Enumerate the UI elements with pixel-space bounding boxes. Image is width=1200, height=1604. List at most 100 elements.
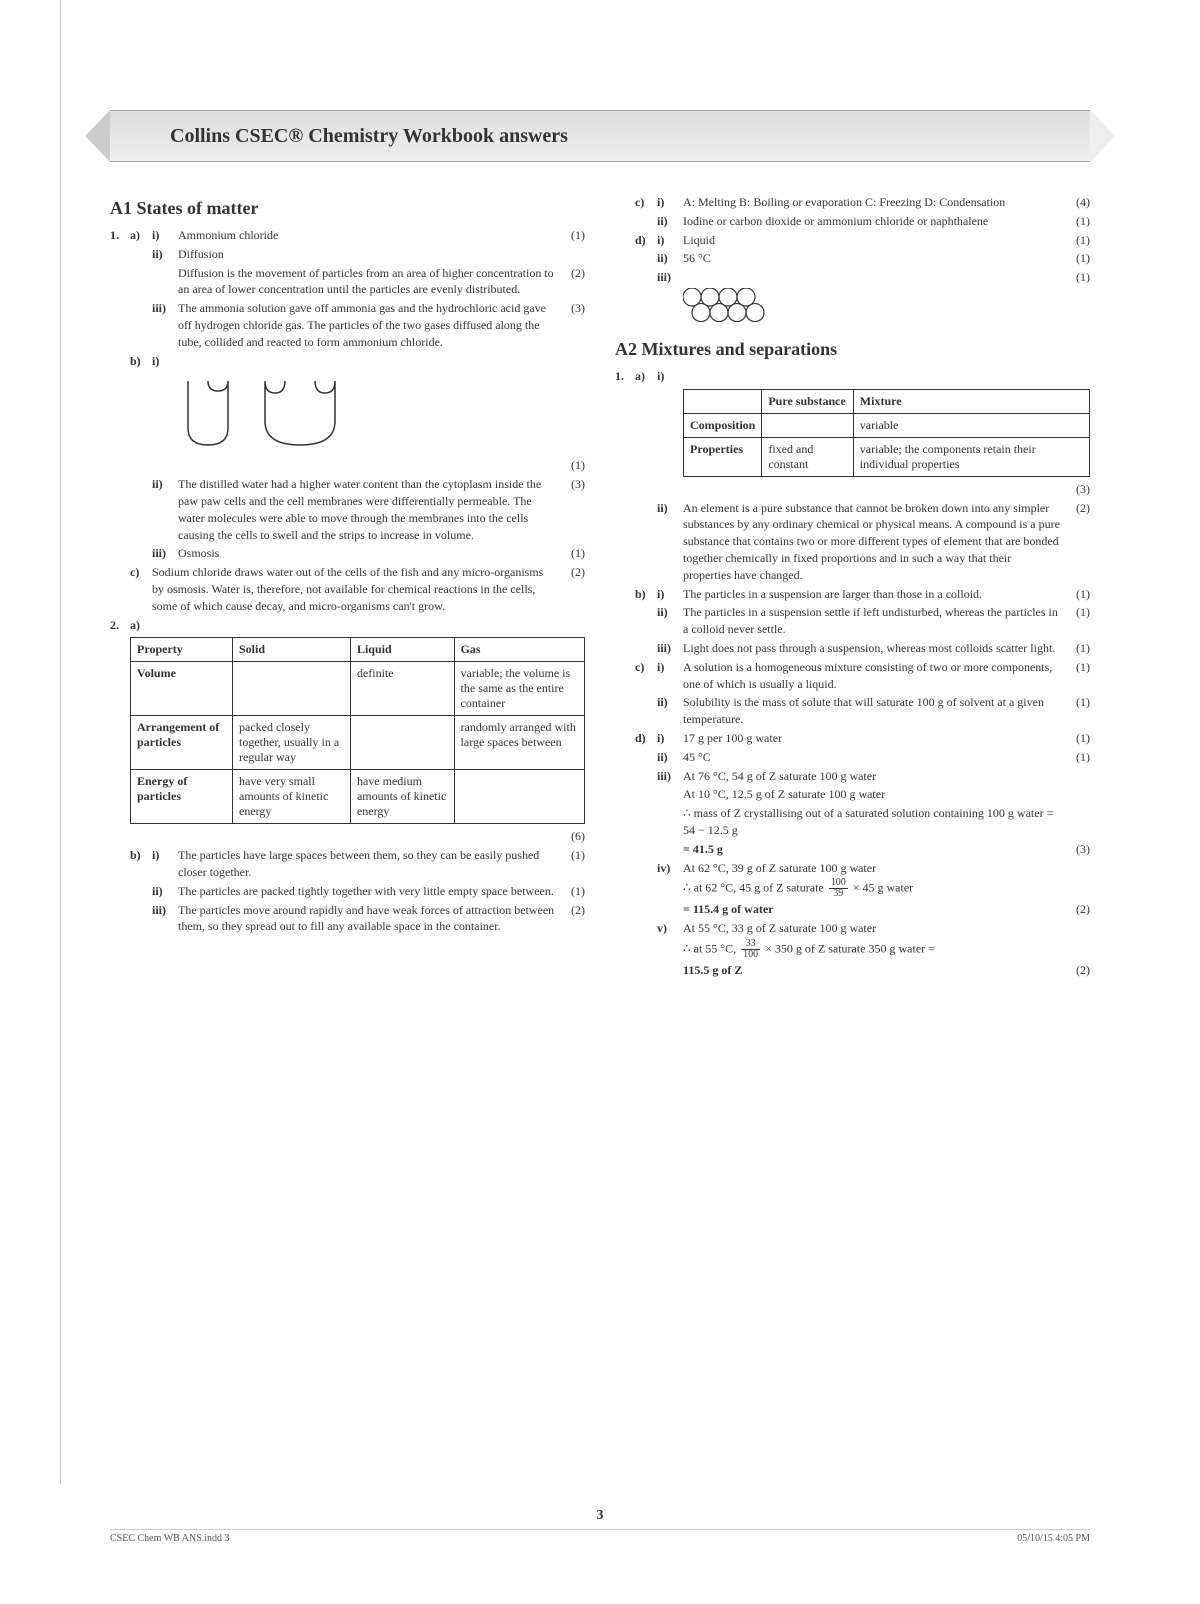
a2-q1-d-iii-l3: ∴ mass of Z crystallising out of a satur… (683, 805, 1062, 839)
particle-diagram (615, 288, 1090, 333)
q2-b-iii-lab: iii) (152, 902, 178, 919)
a2-q1-d-iii-l3r: ∴ mass of Z crystallising out of a satur… (615, 805, 1090, 839)
cell: variable; the volume is the same as the … (454, 662, 584, 716)
q1-a-iii-mark: (3) (557, 300, 585, 317)
table-header-row: Pure substance Mixture (684, 389, 1090, 413)
q2-d-i: d) i) Liquid (1) (615, 232, 1090, 249)
q2-d-ii-lab: ii) (657, 250, 683, 267)
q1-b-i: b) i) (110, 353, 585, 370)
table-header-row: Property Solid Liquid Gas (131, 638, 585, 662)
q2-c-ii-lab: ii) (657, 213, 683, 230)
a2-q1-b-i-lab: i) (657, 586, 683, 603)
text: ∴ at 55 °C, (683, 941, 739, 955)
q2-c-i-mark: (4) (1062, 194, 1090, 211)
page: Collins CSEC® Chemistry Workbook answers… (0, 0, 1200, 1604)
a2-q1-d-v-l2: ∴ at 55 °C, 33100 × 350 g of Z saturate … (683, 939, 1062, 960)
q1-a-i-mark: (1) (557, 227, 585, 244)
a2-q1-num: 1. (615, 368, 635, 385)
a2-q1-d-i: d) i) 17 g per 100 g water (1) (615, 730, 1090, 747)
cell: variable; the components retain their in… (853, 437, 1089, 476)
th-gas: Gas (454, 638, 584, 662)
cell (684, 389, 762, 413)
states-table: Property Solid Liquid Gas Volume definit… (130, 637, 585, 824)
a2-q1-c-ii: ii) Solubility is the mass of solute tha… (615, 694, 1090, 728)
q1-c-mark: (2) (557, 564, 585, 581)
circles-icon (683, 288, 773, 333)
denominator: 39 (829, 889, 848, 899)
a2-q1-d-v-l3r: 115.5 g of Z (2) (615, 962, 1090, 979)
cell: randomly arranged with large spaces betw… (454, 716, 584, 770)
a2-q1-b-i-mark: (1) (1062, 586, 1090, 603)
cell (454, 770, 584, 824)
a2-q1-c-i: c) i) A solution is a homogeneous mixtur… (615, 659, 1090, 693)
a2-q1-d-v-l2r: ∴ at 55 °C, 33100 × 350 g of Z saturate … (615, 939, 1090, 960)
a2-q1-a-ii: ii) An element is a pure substance that … (615, 500, 1090, 584)
th-liquid: Liquid (350, 638, 454, 662)
a2-q1-b-ii-lab: ii) (657, 604, 683, 621)
q1-num: 1. (110, 227, 130, 244)
q1-a-ii-t2: Diffusion is the movement of particles f… (178, 265, 557, 299)
q1-a-iii-text: The ammonia solution gave off ammonia ga… (178, 300, 557, 350)
a2-q1-d-v: v) At 55 °C, 33 g of Z saturate 100 g wa… (615, 920, 1090, 937)
a2-q1-d-iii-l1: At 76 °C, 54 g of Z saturate 100 g water (683, 768, 1062, 785)
q1-a-iii-lab: iii) (152, 300, 178, 317)
a2-q1-a-lab: a) (635, 368, 657, 385)
a2-q1-b-i-text: The particles in a suspension are larger… (683, 586, 1062, 603)
q1-b-i-mark: (1) (557, 457, 585, 474)
cell: Pure substance (762, 389, 853, 413)
q1-b-iii-text: Osmosis (178, 545, 557, 562)
a2-q1-d-ii-text: 45 °C (683, 749, 1062, 766)
a2-q1-d-iv-l2r: ∴ at 62 °C, 45 g of Z saturate 10039 × 4… (615, 878, 1090, 899)
mixture-table: Pure substance Mixture Composition varia… (683, 389, 1090, 477)
a2-q1-b-ii-text: The particles in a suspension settle if … (683, 604, 1062, 638)
a2-q1-d-v-mark: (2) (1062, 962, 1090, 979)
a2-q1-c-lab: c) (635, 659, 657, 676)
a2-q1-d-iv-lab: iv) (657, 860, 683, 877)
a2-q1-a-ii-mark: (2) (1062, 500, 1090, 517)
cell: packed closely together, usually in a re… (233, 716, 351, 770)
footer: CSEC Chem WB ANS.indd 3 05/10/15 4:05 PM (110, 1529, 1090, 1544)
q1-c: c) Sodium chloride draws water out of th… (110, 564, 585, 614)
a2-q1-a-i-mark-row: (3) (615, 481, 1090, 498)
q1-b-ii-text: The distilled water had a higher water c… (178, 476, 557, 543)
a2-q1-d-ii: ii) 45 °C (1) (615, 749, 1090, 766)
q1-a-i-lab: i) (152, 227, 178, 244)
a2-q1-d-v-l3: 115.5 g of Z (683, 962, 1062, 979)
q2-c-ii-text: Iodine or carbon dioxide or ammonium chl… (683, 213, 1062, 230)
text: × 350 g of Z saturate 350 g water = (762, 941, 935, 955)
pawpaw-strip-2 (250, 373, 350, 453)
right-column: c) i) A: Melting B: Boiling or evaporati… (615, 192, 1090, 981)
q2-d-lab: d) (635, 232, 657, 249)
q2-d-i-text: Liquid (683, 232, 1062, 249)
q2-a-mark-row: (6) (110, 828, 585, 845)
cell: have medium amounts of kinetic energy (350, 770, 454, 824)
q2-a-lab: a) (130, 617, 152, 634)
q2-b-ii-text: The particles are packed tightly togethe… (178, 883, 557, 900)
q1-a-iii: iii) The ammonia solution gave off ammon… (110, 300, 585, 350)
q2-d-ii: ii) 56 °C (1) (615, 250, 1090, 267)
q2-b-iii-mark: (2) (557, 902, 585, 919)
a2-q1-a-ii-lab: ii) (657, 500, 683, 517)
q1-b-iii-lab: iii) (152, 545, 178, 562)
fraction: 10039 (829, 878, 848, 899)
a2-q1-c-ii-text: Solubility is the mass of solute that wi… (683, 694, 1062, 728)
a2-q1-b-iii: iii) Light does not pass through a suspe… (615, 640, 1090, 657)
content-area: Collins CSEC® Chemistry Workbook answers… (50, 40, 1150, 1554)
q1-c-lab: c) (130, 564, 152, 581)
a2-q1-b-lab: b) (635, 586, 657, 603)
cell (762, 413, 853, 437)
cell: Composition (684, 413, 762, 437)
q1-c-text: Sodium chloride draws water out of the c… (152, 564, 557, 614)
a2-q1-d-iii-lab: iii) (657, 768, 683, 785)
a2-q1-d-iii: iii) At 76 °C, 54 g of Z saturate 100 g … (615, 768, 1090, 785)
q1-a-i: 1. a) i) Ammonium chloride (1) (110, 227, 585, 244)
q1-a-ii: ii) Diffusion (110, 246, 585, 263)
cell (350, 716, 454, 770)
q2-b-lab: b) (130, 847, 152, 864)
a2-q1-d-i-lab: i) (657, 730, 683, 747)
fraction: 33100 (741, 939, 760, 960)
q2-d-i-lab: i) (657, 232, 683, 249)
a2-q1-d-iii-l2: At 10 °C, 12.5 g of Z saturate 100 g wat… (683, 786, 1062, 803)
table-row: Properties fixed and constant variable; … (684, 437, 1090, 476)
q2-d-iii-mark: (1) (1062, 269, 1090, 286)
